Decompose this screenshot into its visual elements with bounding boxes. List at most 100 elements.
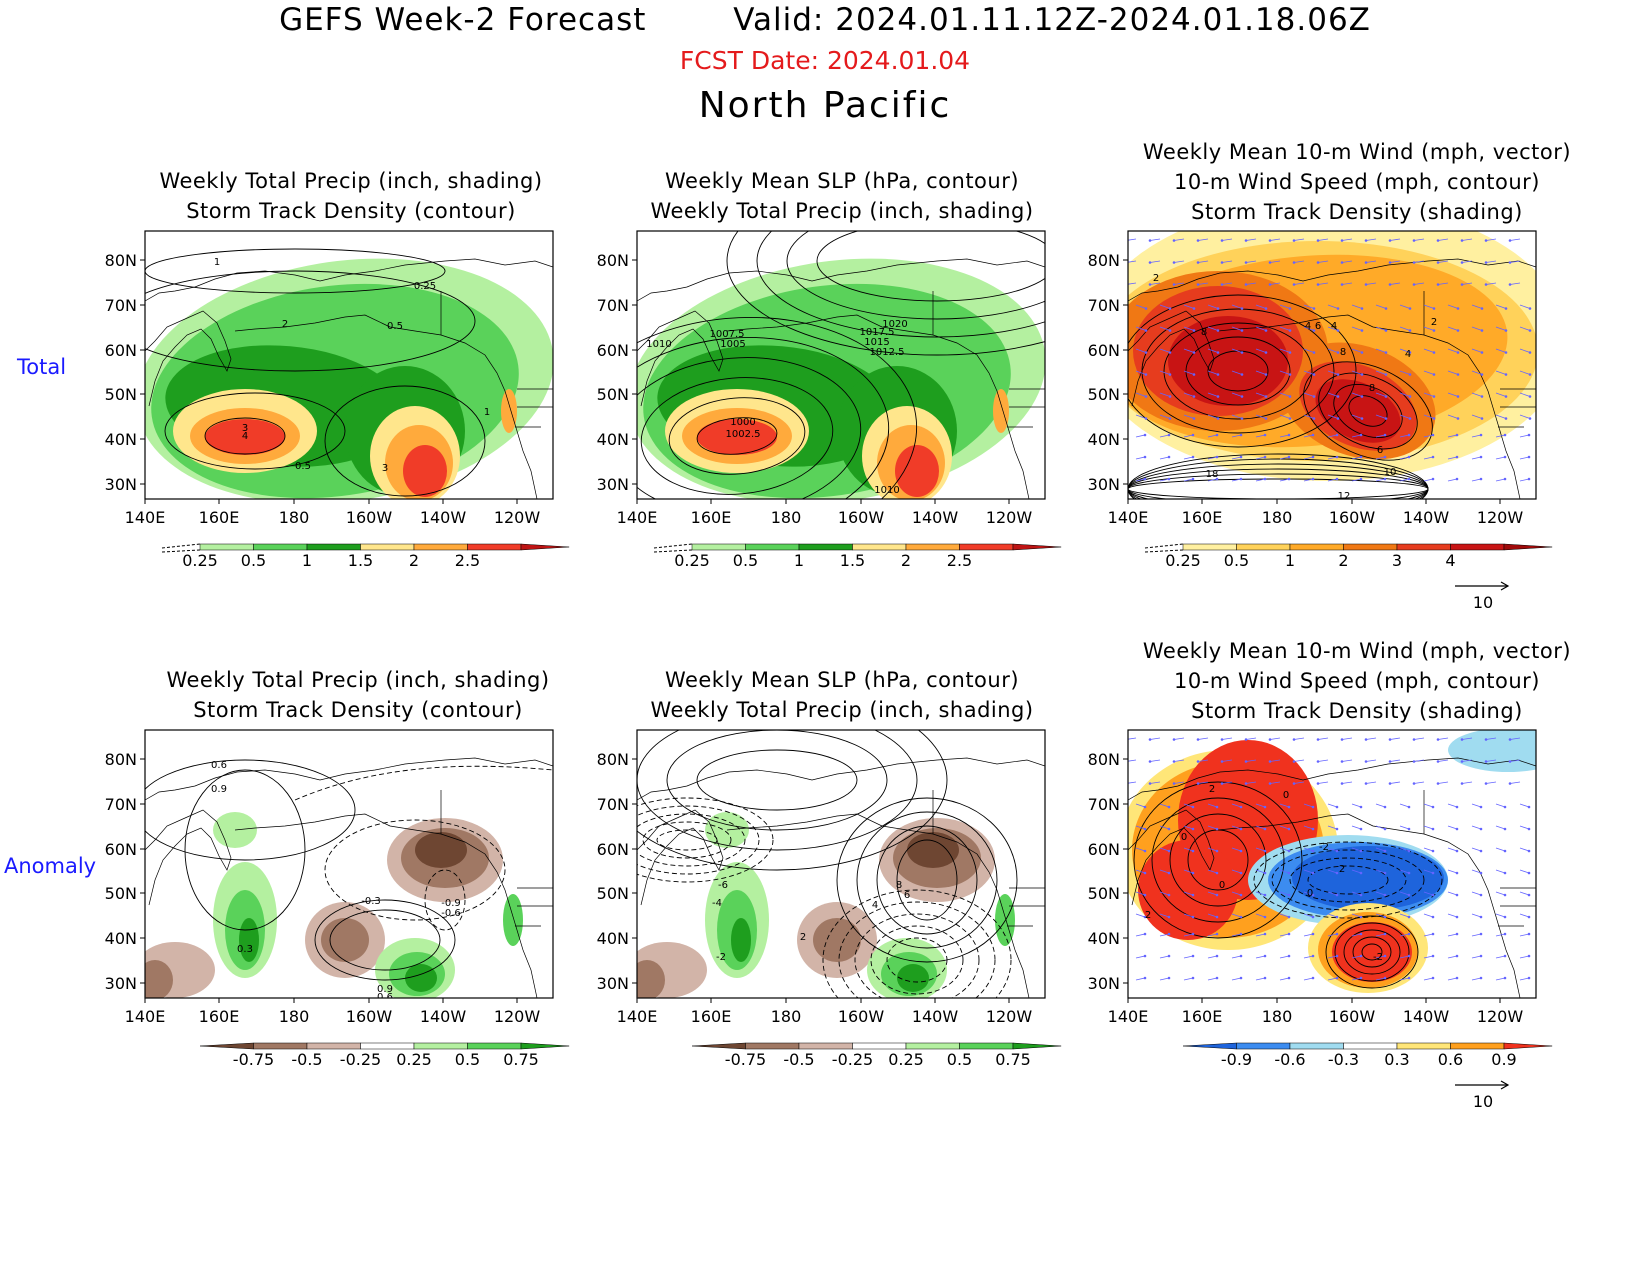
wind-vector bbox=[1389, 260, 1401, 263]
wind-vector-head bbox=[1479, 893, 1483, 897]
wind-vector bbox=[1207, 392, 1219, 397]
wind-vector-head bbox=[1220, 261, 1224, 264]
storm-track-anom-contour bbox=[294, 765, 553, 801]
wind-vector bbox=[1279, 348, 1291, 353]
wind-vector bbox=[1183, 955, 1194, 959]
wind-vector-head bbox=[1436, 283, 1440, 286]
wind-vector bbox=[1399, 869, 1410, 874]
precip-anom-shade bbox=[405, 964, 437, 992]
wind-vector-head bbox=[1528, 351, 1532, 354]
wind-vector-head bbox=[1504, 351, 1508, 354]
wind-vector-head bbox=[1288, 417, 1292, 420]
contour-label: 3 bbox=[382, 463, 388, 474]
lat-tick-label: 30N bbox=[1088, 974, 1120, 993]
wind-vector bbox=[1279, 414, 1291, 419]
colorbar-segment bbox=[1289, 543, 1344, 551]
wind-vector-head bbox=[1191, 915, 1195, 919]
wind-vector bbox=[1423, 847, 1434, 852]
coastline bbox=[726, 314, 1030, 499]
wind-vector-head bbox=[1316, 738, 1320, 741]
wind-vector-head bbox=[1359, 954, 1363, 958]
slp-anom-isobar bbox=[836, 797, 1018, 963]
lat-tick-label: 70N bbox=[597, 795, 629, 814]
coastline bbox=[1128, 757, 1536, 801]
lat-tick-label: 70N bbox=[105, 296, 137, 315]
lon-tick-label: 140E bbox=[125, 1007, 166, 1026]
wind-vector bbox=[1279, 304, 1291, 309]
wind-vector-head bbox=[1240, 307, 1244, 310]
wind-vector bbox=[1389, 282, 1401, 285]
colorbar-segment bbox=[1343, 543, 1398, 551]
colorbar-label: -0.75 bbox=[233, 1050, 274, 1069]
wind-vector-head bbox=[1143, 976, 1147, 980]
wind-vector bbox=[1317, 260, 1329, 263]
contour-label: 0 bbox=[1283, 790, 1289, 801]
wind-vector bbox=[1255, 478, 1266, 482]
lat-tick-label: 60N bbox=[1088, 341, 1120, 360]
wind-vector bbox=[1375, 348, 1387, 353]
wind-vector bbox=[1413, 282, 1425, 285]
wind-vector-head bbox=[1383, 954, 1387, 958]
colorbar-segment bbox=[1012, 543, 1062, 551]
wind-vector-head bbox=[1311, 827, 1315, 831]
wind-vector bbox=[1351, 955, 1362, 959]
wind-vector-head bbox=[1479, 805, 1483, 809]
wind-vector-head bbox=[1244, 239, 1248, 242]
panel-title-line: Weekly Total Precip (inch, shading) bbox=[650, 199, 1034, 223]
wind-vector-head bbox=[1432, 329, 1436, 332]
wind-vector-head bbox=[1407, 915, 1411, 919]
wind-vector-head bbox=[1408, 373, 1412, 376]
wind-vector bbox=[1183, 891, 1194, 896]
slp-anom-isobar bbox=[870, 925, 964, 995]
wind-vector bbox=[1135, 414, 1147, 419]
storm-track-anom-contour bbox=[324, 819, 506, 921]
wind-vector bbox=[1303, 913, 1314, 918]
wind-vector bbox=[1485, 781, 1497, 784]
wind-vector bbox=[1447, 869, 1458, 874]
contour-label: 0.6 bbox=[211, 760, 227, 771]
wind-vector bbox=[1207, 977, 1218, 981]
contour-label: 2 bbox=[1145, 910, 1151, 921]
wind-vector bbox=[1183, 847, 1194, 852]
lon-tick-label: 140E bbox=[1108, 1007, 1149, 1026]
wind-vector-head bbox=[1287, 871, 1291, 875]
wind-vector-head bbox=[1408, 351, 1412, 354]
wind-vector bbox=[1437, 260, 1449, 263]
wind-vector-head bbox=[1239, 893, 1243, 897]
wind-vector bbox=[1293, 759, 1305, 762]
wind-vector-head bbox=[1503, 805, 1507, 809]
colorbar-segment bbox=[199, 1042, 254, 1050]
wind-vector-head bbox=[1479, 976, 1483, 980]
colorbar-label: 4 bbox=[1445, 551, 1455, 570]
wind-vector bbox=[1471, 955, 1482, 959]
wind-vector-head bbox=[1479, 932, 1483, 936]
contour-label: 10 bbox=[1384, 467, 1397, 478]
wind-vector bbox=[1375, 891, 1386, 896]
wind-vector-head bbox=[1336, 329, 1340, 332]
wind-vector-head bbox=[1172, 239, 1176, 242]
lon-tick-label: 160W bbox=[838, 508, 885, 527]
wind-vector bbox=[1461, 737, 1473, 740]
wind-vector-head bbox=[1215, 976, 1219, 980]
wind-vector bbox=[1159, 891, 1170, 896]
wind-vector-head bbox=[1125, 239, 1128, 242]
colorbar-label: 0.5 bbox=[947, 1050, 972, 1069]
wind-vector bbox=[1399, 847, 1410, 852]
wind-vector-head bbox=[1504, 329, 1508, 332]
contour-label: 1015 bbox=[864, 337, 889, 348]
wind-vector-head bbox=[1479, 954, 1483, 958]
wind-vector bbox=[1303, 933, 1314, 937]
wind-speed-anom-contour bbox=[1133, 781, 1303, 939]
wind-vector bbox=[1495, 392, 1507, 397]
colorbar-segment bbox=[798, 1042, 853, 1050]
colorbar-label: 2 bbox=[1338, 551, 1348, 570]
wind-vector bbox=[1471, 933, 1482, 937]
wind-vector-head bbox=[1167, 477, 1171, 481]
wind-vector-head bbox=[1288, 307, 1292, 310]
colorbar-segment bbox=[852, 543, 907, 551]
wind-vector-head bbox=[1312, 395, 1316, 398]
colorbar-segment bbox=[653, 549, 693, 553]
lon-tick-label: 120W bbox=[1477, 508, 1524, 527]
wind-vector-head bbox=[1192, 329, 1196, 332]
